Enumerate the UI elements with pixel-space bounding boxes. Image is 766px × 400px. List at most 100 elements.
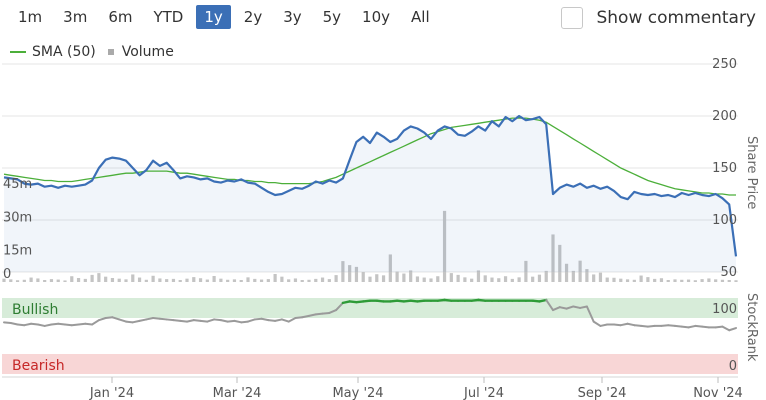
volume-bar	[273, 274, 277, 282]
volume-bar	[510, 278, 514, 282]
show-commentary-toggle[interactable]: Show commentary	[561, 5, 756, 31]
volume-bar	[219, 278, 223, 282]
range-button-5y[interactable]: 5y	[322, 8, 342, 26]
range-button-3y[interactable]: 3y	[283, 8, 302, 26]
volume-bar	[476, 270, 481, 282]
volume-bar	[646, 277, 650, 282]
volume-bar	[110, 278, 115, 282]
stockrank-line-segment	[199, 319, 209, 323]
volume-bar	[171, 278, 176, 282]
bullish-band	[2, 298, 738, 318]
stockrank-line-segment	[91, 319, 100, 326]
range-button-10y[interactable]: 10y	[362, 8, 391, 26]
stockrank-line-segment	[565, 305, 575, 310]
volume-bar	[544, 270, 548, 282]
show-commentary-checkbox[interactable]	[561, 7, 584, 29]
volume-bar	[558, 244, 562, 282]
stockrank-line-segment	[308, 313, 317, 317]
stockrank-line-segment	[50, 322, 60, 326]
stockrank-line-segment	[165, 318, 175, 322]
price-tick-label: 150	[712, 161, 737, 176]
stockrank-line-segment	[714, 325, 724, 329]
stockrank-line-segment	[152, 317, 161, 320]
stockrank-line-segment	[558, 306, 568, 310]
volume-tick-label: 45m	[3, 177, 32, 192]
volume-bar	[564, 263, 569, 282]
volume-bar	[22, 279, 26, 282]
volume-bar	[727, 280, 731, 282]
stockrank-line-segment	[97, 317, 107, 322]
sma-line	[3, 117, 736, 196]
volume-bar	[653, 278, 657, 282]
volume-bar	[625, 279, 630, 282]
volume-bar	[734, 280, 738, 282]
volume-bar	[29, 277, 33, 282]
volume-bar	[158, 278, 162, 282]
volume-bar	[456, 274, 460, 282]
range-button-1m[interactable]: 1m	[18, 8, 43, 26]
volume-bar	[90, 274, 94, 282]
range-button-3m[interactable]: 3m	[63, 8, 88, 26]
stockrank-line-segment	[572, 305, 582, 309]
volume-bar	[178, 280, 182, 282]
volume-bar	[619, 278, 623, 282]
stockrank-line-segment	[206, 318, 216, 323]
stockrank-line-segment	[240, 320, 249, 324]
x-tick-label: Jan '24	[89, 386, 134, 400]
volume-bar	[185, 278, 189, 282]
range-button-2y[interactable]: 2y	[243, 8, 263, 26]
volume-bar	[490, 277, 494, 282]
volume-bar	[585, 269, 589, 282]
stockrank-line-segment	[585, 305, 595, 323]
volume-legend-label: Volume	[121, 44, 174, 60]
stockrank-line-segment	[131, 319, 141, 324]
volume-bar	[2, 278, 6, 282]
stockrank-line-segment	[186, 319, 195, 323]
sma-legend-swatch	[10, 51, 26, 53]
volume-bar	[368, 276, 372, 282]
volume-bar	[402, 273, 406, 282]
volume-legend-swatch	[107, 49, 114, 55]
range-button-all[interactable]: All	[411, 8, 430, 26]
volume-bar	[531, 276, 535, 282]
stockrank-line-segment	[233, 319, 243, 324]
volume-bar	[56, 279, 60, 282]
stockrank-line-segment	[613, 323, 622, 327]
stockrank-line-segment	[158, 317, 168, 321]
volume-bar	[449, 273, 453, 282]
stockrank-line-segment	[213, 318, 222, 322]
volume-bar	[124, 279, 128, 282]
bearish-band	[2, 354, 738, 374]
volume-bar	[659, 278, 664, 282]
volume-bar	[226, 279, 230, 282]
stockrank-line-segment	[219, 319, 229, 323]
stockrank-line-segment	[640, 324, 649, 328]
range-button-6m[interactable]: 6m	[108, 8, 133, 26]
stockrank-line-segment	[314, 312, 324, 316]
volume-bar	[348, 265, 352, 282]
volume-bar	[280, 276, 284, 282]
volume-bar	[212, 276, 216, 282]
volume-bar	[314, 278, 318, 282]
range-button-ytd[interactable]: YTD	[153, 8, 184, 26]
stockrank-line-segment	[64, 323, 73, 327]
price-tick-label: 50	[720, 265, 737, 280]
stockrank-line-segment	[3, 321, 12, 325]
volume-bar	[246, 277, 250, 282]
volume-bar	[327, 279, 331, 282]
stockrank-line-segment	[660, 324, 670, 327]
volume-bar	[131, 274, 135, 282]
volume-bar	[415, 276, 420, 282]
volume-bar	[707, 278, 711, 282]
range-button-1y[interactable]: 1y	[196, 5, 231, 29]
volume-bar	[9, 279, 13, 282]
volume-bar	[192, 277, 196, 282]
volume-bar	[436, 276, 440, 282]
volume-bar	[375, 274, 379, 282]
stockrank-line-segment	[172, 319, 182, 322]
stockrank-line-segment	[260, 317, 270, 322]
price-axis-title: Share Price	[744, 136, 759, 209]
volume-bar	[239, 280, 243, 282]
volume-bar	[571, 270, 575, 282]
